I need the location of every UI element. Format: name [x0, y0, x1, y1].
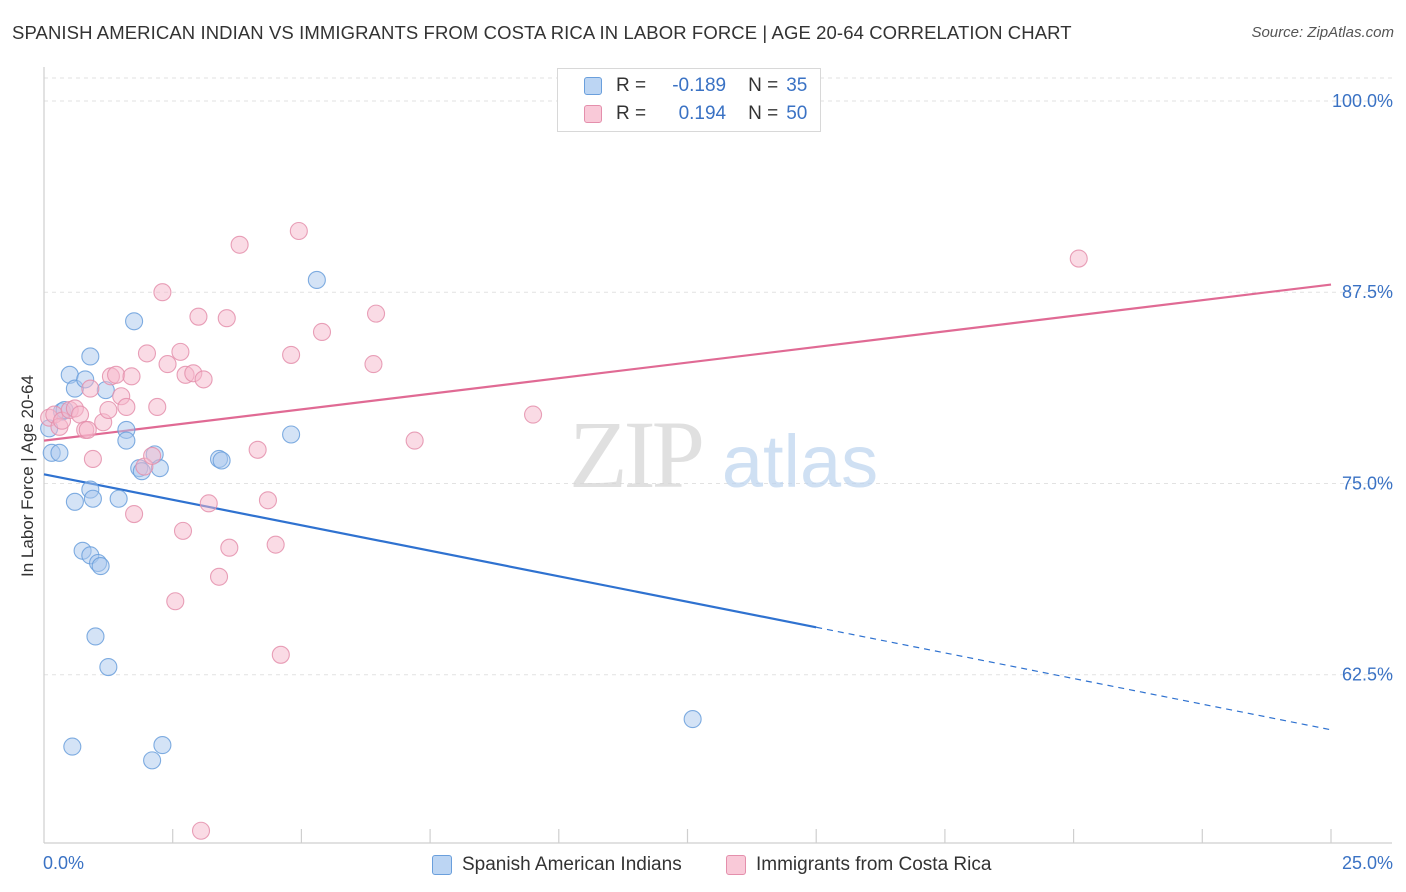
point-immigrants-costa-rica	[266, 535, 285, 554]
point-spanish-american-indians	[65, 492, 84, 511]
point-spanish-american-indians	[63, 737, 82, 756]
point-immigrants-costa-rica	[81, 379, 100, 398]
y-tick-label: 62.5%	[1342, 665, 1393, 685]
trend-line-extension-spanish-american-indians	[816, 626, 1332, 731]
x-tick-label-max: 25.0%	[1341, 853, 1393, 873]
point-immigrants-costa-rica	[189, 307, 208, 326]
series-legend-swatch-pink	[726, 855, 746, 875]
point-spanish-american-indians	[282, 425, 301, 444]
point-spanish-american-indians	[86, 627, 105, 646]
point-spanish-american-indians	[109, 489, 128, 508]
legend-row-immigrants-costa-rica: R = 0.194 N = 50	[584, 101, 807, 127]
y-axis-label: In Labor Force | Age 20-64	[18, 375, 37, 577]
point-immigrants-costa-rica	[282, 345, 301, 364]
watermark-zip: ZIP	[569, 401, 702, 508]
trend-line-immigrants-costa-rica	[43, 283, 1332, 442]
x-tick-label-min: 0.0%	[43, 853, 85, 873]
point-immigrants-costa-rica	[173, 521, 193, 540]
point-immigrants-costa-rica	[524, 405, 543, 424]
legend-r-value: 0.194	[678, 103, 727, 124]
point-immigrants-costa-rica	[217, 309, 236, 328]
legend-n-label: N =	[748, 75, 779, 96]
legend-r-label: R =	[616, 75, 647, 96]
point-immigrants-costa-rica	[137, 344, 157, 363]
gridlines	[44, 77, 1392, 676]
point-immigrants-costa-rica	[258, 491, 277, 510]
series-legend-spanish-american-indians: Spanish American Indians	[432, 852, 682, 878]
point-immigrants-costa-rica	[364, 355, 383, 374]
point-immigrants-costa-rica	[191, 821, 211, 840]
point-spanish-american-indians	[50, 443, 69, 462]
point-immigrants-costa-rica	[148, 397, 167, 417]
point-immigrants-costa-rica	[199, 494, 218, 513]
y-tick-labels: 100.0% 87.5% 75.0% 62.5%	[1332, 91, 1393, 685]
point-immigrants-costa-rica	[107, 365, 126, 384]
legend-n-value: 50	[786, 103, 808, 124]
point-immigrants-costa-rica	[117, 397, 136, 417]
point-immigrants-costa-rica	[99, 400, 118, 420]
point-immigrants-costa-rica	[153, 283, 172, 302]
point-immigrants-costa-rica	[78, 420, 97, 439]
point-immigrants-costa-rica	[143, 446, 162, 465]
point-spanish-american-indians	[683, 710, 702, 729]
point-immigrants-costa-rica	[1069, 249, 1088, 268]
correlation-legend: R = -0.189 N = 35 R = 0.194 N = 50	[557, 68, 821, 132]
series-legend-immigrants-costa-rica: Immigrants from Costa Rica	[726, 852, 991, 878]
point-immigrants-costa-rica	[122, 367, 141, 386]
point-spanish-american-indians	[307, 270, 326, 290]
point-immigrants-costa-rica	[158, 355, 177, 374]
series-legend-label: Spanish American Indians	[462, 854, 682, 875]
trend-line-spanish-american-indians	[43, 473, 817, 629]
point-spanish-american-indians	[153, 736, 172, 755]
point-spanish-american-indians	[143, 751, 162, 770]
point-spanish-american-indians	[212, 451, 231, 470]
point-immigrants-costa-rica	[230, 235, 249, 254]
point-spanish-american-indians	[125, 312, 144, 331]
point-immigrants-costa-rica	[289, 221, 308, 241]
trend-lines	[43, 283, 1332, 731]
point-immigrants-costa-rica	[194, 370, 213, 389]
series-legend: Spanish American Indians Immigrants from…	[0, 852, 1406, 878]
point-immigrants-costa-rica	[366, 304, 386, 323]
point-immigrants-costa-rica	[171, 342, 190, 361]
legend-r-label: R =	[616, 103, 647, 124]
legend-row-spanish-american-indians: R = -0.189 N = 35	[584, 73, 807, 99]
point-immigrants-costa-rica	[248, 440, 267, 459]
point-immigrants-costa-rica	[70, 405, 90, 424]
series-legend-swatch-blue	[432, 855, 452, 875]
point-spanish-american-indians	[117, 431, 136, 450]
legend-swatch-blue	[584, 77, 602, 95]
legend-r-value: -0.189	[672, 75, 727, 96]
point-immigrants-costa-rica	[83, 449, 102, 469]
series-legend-label: Immigrants from Costa Rica	[756, 854, 992, 875]
chart-title: SPANISH AMERICAN INDIAN VS IMMIGRANTS FR…	[12, 22, 1072, 43]
point-immigrants-costa-rica	[125, 504, 144, 524]
point-immigrants-costa-rica	[405, 431, 424, 450]
y-tick-label: 75.0%	[1342, 473, 1393, 493]
y-tick-label: 87.5%	[1342, 282, 1393, 302]
watermark: ZIP atlas	[569, 401, 878, 508]
point-immigrants-costa-rica	[166, 592, 185, 611]
point-immigrants-costa-rica	[312, 322, 332, 342]
point-spanish-american-indians	[81, 347, 100, 366]
legend-swatch-pink	[584, 105, 602, 123]
point-immigrants-costa-rica	[271, 645, 290, 664]
legend-n-value: 35	[786, 75, 808, 96]
watermark-atlas: atlas	[722, 420, 878, 503]
y-tick-label: 100.0%	[1332, 91, 1393, 111]
axes	[43, 67, 1392, 844]
data-points	[40, 221, 1088, 840]
y-axis-label-container: In Labor Force | Age 20-64	[8, 276, 48, 676]
point-immigrants-costa-rica	[209, 567, 229, 586]
source-credit: Source: ZipAtlas.com	[1251, 24, 1394, 41]
point-spanish-american-indians	[99, 657, 118, 677]
point-immigrants-costa-rica	[220, 538, 239, 557]
point-spanish-american-indians	[91, 557, 110, 576]
legend-n-label: N =	[748, 103, 779, 124]
point-spanish-american-indians	[83, 489, 102, 508]
